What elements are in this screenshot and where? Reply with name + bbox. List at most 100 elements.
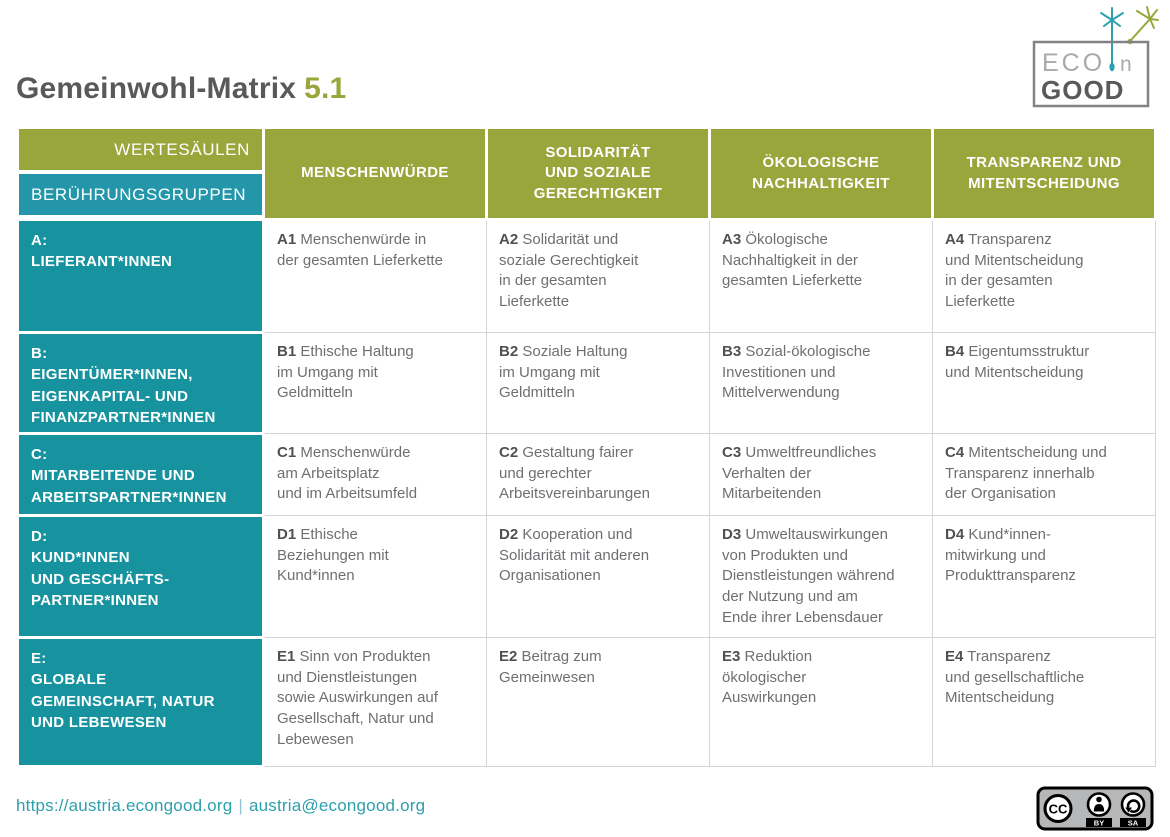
cell-text: Ethische Beziehungen mit Kund*innen bbox=[277, 526, 389, 585]
cell-text: Eigentumsstruktur und Mitentscheidung bbox=[945, 343, 1090, 381]
cell-code: A3 bbox=[722, 231, 742, 248]
cell-text: Menschenwürde am Arbeitsplatz und im Arb… bbox=[277, 444, 418, 503]
matrix-cell-a4: A4 Transparenz und Mitentscheidung in de… bbox=[932, 219, 1156, 333]
cc-by-person-icon: BY bbox=[1086, 792, 1112, 827]
cell-text: Reduktion ökologischer Auswirkungen bbox=[722, 648, 817, 707]
row-header-d: D: KUND*INNEN UND GESCHÄFTS- PARTNER*INN… bbox=[16, 514, 265, 639]
corner-beruehrungsgruppen-label: BERÜHRUNGSGRUPPEN bbox=[19, 174, 262, 215]
cell-text: Gestaltung fairer und gerechter Arbeitsv… bbox=[499, 444, 650, 503]
page-title: Gemeinwohl-Matrix 5.1 bbox=[16, 0, 1154, 104]
table-row-d: D: KUND*INNEN UND GESCHÄFTS- PARTNER*INN… bbox=[16, 514, 1156, 639]
table-row-b: B: EIGENTÜMER*INNEN, EIGENKAPITAL- UND F… bbox=[16, 331, 1156, 435]
row-header-e: E: GLOBALE GEMEINSCHAFT, NATUR UND LEBEW… bbox=[16, 636, 265, 768]
matrix-cell-a3: A3 Ökologische Nachhaltigkeit in der ges… bbox=[709, 219, 933, 333]
cell-code: D4 bbox=[945, 526, 965, 543]
cc-by-sa-badge-graphic: CC BY SA bbox=[1036, 786, 1154, 831]
econgood-logo: ECO n GOOD bbox=[1028, 4, 1160, 114]
cell-text: Beitrag zum Gemeinwesen bbox=[499, 648, 602, 686]
column-header-solidaritaet: SOLIDARITÄT UND SOZIALE GERECHTIGKEIT bbox=[485, 126, 711, 221]
email-link[interactable]: austria@econgood.org bbox=[248, 796, 426, 815]
cell-code: E3 bbox=[722, 648, 741, 665]
cell-code: C1 bbox=[277, 444, 297, 461]
cc-icon: CC bbox=[1043, 794, 1073, 823]
matrix-cell-e1: E1 Sinn von Produkten und Dienstleistung… bbox=[263, 637, 487, 767]
cell-text: Solidarität und soziale Gerechtigkeit in… bbox=[499, 231, 639, 311]
cell-text: Kund*innen- mitwirkung und Produkttransp… bbox=[945, 526, 1076, 585]
logo-text-good: GOOD bbox=[1041, 75, 1124, 105]
cell-code: E2 bbox=[499, 648, 518, 665]
cell-code: B2 bbox=[499, 343, 519, 360]
corner-wertesaeulen-label: WERTESÄULEN bbox=[19, 129, 262, 170]
cc-sa-arrow-icon: SA bbox=[1120, 792, 1146, 827]
cell-code: A1 bbox=[277, 231, 297, 248]
column-header-transparenz: TRANSPARENZ UND MITENTSCHEIDUNG bbox=[931, 126, 1157, 221]
header-row: WERTESÄULEN BERÜHRUNGSGRUPPEN MENSCHENWÜ… bbox=[16, 126, 1157, 221]
cell-code: B4 bbox=[945, 343, 965, 360]
matrix-cell-a1: A1 Menschenwürde in der gesamten Lieferk… bbox=[263, 219, 487, 333]
cell-code: A2 bbox=[499, 231, 519, 248]
footer: https://austria.econgood.org | austria@eco… bbox=[16, 786, 1154, 837]
cell-code: C2 bbox=[499, 444, 519, 461]
cc-sa-label: SA bbox=[1128, 818, 1139, 827]
row-header-a: A: LIEFERANT*INNEN bbox=[16, 218, 265, 334]
cell-code: A4 bbox=[945, 231, 965, 248]
logo-box bbox=[1032, 40, 1150, 108]
matrix-cell-d2: D2 Kooperation und Solidarität mit ander… bbox=[486, 515, 710, 638]
cell-code: D3 bbox=[722, 526, 742, 543]
matrix-cell-b3: B3 Sozial-ökologische Investitionen und … bbox=[709, 332, 933, 434]
table-row-a: A: LIEFERANT*INNEN A1 Menschenwürde in d… bbox=[16, 218, 1156, 334]
cell-code: B1 bbox=[277, 343, 297, 360]
column-header-menschenwuerde: MENSCHENWÜRDE bbox=[262, 126, 488, 221]
table-row-c: C: MITARBEITENDE UND ARBEITSPARTNER*INNE… bbox=[16, 432, 1156, 517]
cell-text: Sinn von Produkten und Dienstleistungen … bbox=[277, 648, 438, 748]
link-separator: | bbox=[238, 796, 243, 815]
matrix-cell-c1: C1 Menschenwürde am Arbeitsplatz und im … bbox=[263, 433, 487, 516]
matrix-cell-c2: C2 Gestaltung fairer und gerechter Arbei… bbox=[486, 433, 710, 516]
matrix-cell-c3: C3 Umweltfreundliches Verhalten der Mita… bbox=[709, 433, 933, 516]
cell-text: Kooperation und Solidarität mit anderen … bbox=[499, 526, 650, 585]
cell-code: D1 bbox=[277, 526, 297, 543]
cell-text: Mitentscheidung und Transparenz innerhal… bbox=[945, 444, 1107, 503]
title-main: Gemeinwohl-Matrix bbox=[16, 72, 297, 105]
cell-text: Umweltauswirkungen von Produkten und Die… bbox=[722, 526, 895, 626]
matrix-cell-e4: E4 Transparenz und gesellschaftliche Mit… bbox=[932, 637, 1156, 767]
cell-code: C3 bbox=[722, 444, 742, 461]
matrix-cell-d4: D4 Kund*innen- mitwirkung und Produkttra… bbox=[932, 515, 1156, 638]
cc-by-label: BY bbox=[1094, 818, 1104, 827]
cell-text: Ethische Haltung im Umgang mit Geldmitte… bbox=[277, 343, 414, 402]
cell-code: D2 bbox=[499, 526, 519, 543]
corner-cell: WERTESÄULEN BERÜHRUNGSGRUPPEN bbox=[16, 126, 265, 221]
column-header-oekologische-nachhaltigkeit: ÖKOLOGISCHE NACHHALTIGKEIT bbox=[708, 126, 934, 221]
logo-text-n: n bbox=[1120, 53, 1132, 76]
matrix-cell-b1: B1 Ethische Haltung im Umgang mit Geldmi… bbox=[263, 332, 487, 434]
title-version: 5.1 bbox=[304, 72, 347, 105]
matrix-cell-e2: E2 Beitrag zum Gemeinwesen bbox=[486, 637, 710, 767]
cell-text: Transparenz und Mitentscheidung in der g… bbox=[945, 231, 1084, 311]
cc-by-sa-badge[interactable]: CC BY SA bbox=[1036, 786, 1154, 837]
cell-text: Transparenz und gesellschaftliche Mitent… bbox=[945, 648, 1085, 707]
cell-code: C4 bbox=[945, 444, 965, 461]
logo-text-eco: ECO bbox=[1042, 49, 1105, 77]
econgood-logo-graphic: ECO n GOOD bbox=[1032, 6, 1159, 108]
cell-text: Ökologische Nachhaltigkeit in der gesamt… bbox=[722, 231, 863, 290]
cell-text: Soziale Haltung im Umgang mit Geldmittel… bbox=[499, 343, 628, 402]
table-row-e: E: GLOBALE GEMEINSCHAFT, NATUR UND LEBEW… bbox=[16, 636, 1156, 768]
matrix-cell-e3: E3 Reduktion ökologischer Auswirkungen bbox=[709, 637, 933, 767]
matrix-cell-d1: D1 Ethische Beziehungen mit Kund*innen bbox=[263, 515, 487, 638]
row-header-b: B: EIGENTÜMER*INNEN, EIGENKAPITAL- UND F… bbox=[16, 331, 265, 435]
cell-text: Umweltfreundliches Verhalten der Mitarbe… bbox=[722, 444, 877, 503]
dandelion-seed-green-icon bbox=[1127, 6, 1159, 45]
matrix-cell-b2: B2 Soziale Haltung im Umgang mit Geldmit… bbox=[486, 332, 710, 434]
cell-code: E1 bbox=[277, 648, 296, 665]
gemeinwohl-matrix-table: WERTESÄULEN BERÜHRUNGSGRUPPEN MENSCHENWÜ… bbox=[16, 126, 1157, 768]
svg-text:CC: CC bbox=[1049, 802, 1068, 817]
row-header-c: C: MITARBEITENDE UND ARBEITSPARTNER*INNE… bbox=[16, 432, 265, 517]
matrix-cell-a2: A2 Solidarität und soziale Gerechtigkeit… bbox=[486, 219, 710, 333]
footer-links: https://austria.econgood.org | austria@eco… bbox=[16, 786, 425, 816]
matrix-cell-c4: C4 Mitentscheidung und Transparenz inner… bbox=[932, 433, 1156, 516]
cell-code: B3 bbox=[722, 343, 742, 360]
cell-code: E4 bbox=[945, 648, 964, 665]
website-link[interactable]: https://austria.econgood.org bbox=[16, 796, 233, 815]
cell-text: Menschenwürde in der gesamten Lieferkett… bbox=[277, 231, 443, 269]
